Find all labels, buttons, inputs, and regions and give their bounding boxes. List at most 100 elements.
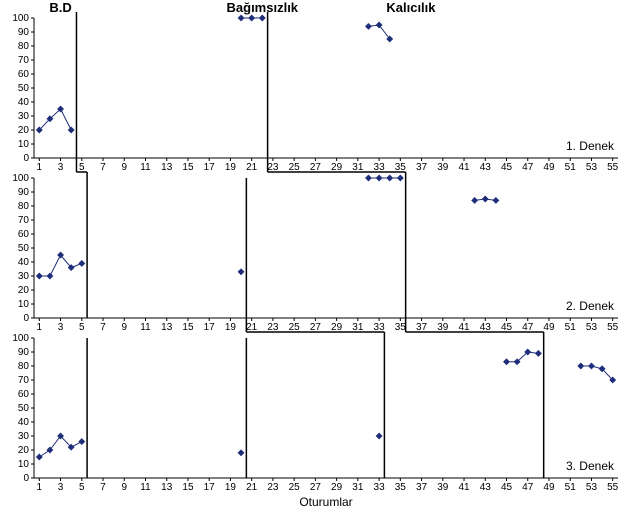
y-tick-label: 80	[18, 41, 30, 52]
phase-label-bd: B.D	[49, 0, 71, 15]
y-tick-label: 70	[18, 215, 30, 226]
x-tick-label: 49	[543, 162, 555, 173]
chart-svg: B.DBağımsızlıkKalıcılık01020304050607080…	[0, 0, 627, 522]
data-line	[581, 366, 613, 380]
data-marker	[36, 273, 42, 279]
x-tick-label: 11	[140, 322, 151, 333]
x-tick-label: 9	[121, 162, 127, 173]
panel-label: 2. Denek	[566, 299, 615, 313]
x-tick-label: 9	[121, 482, 127, 493]
y-tick-label: 0	[23, 473, 29, 484]
data-marker	[238, 15, 244, 21]
x-tick-label: 5	[79, 482, 85, 493]
x-tick-label: 17	[204, 322, 216, 333]
data-marker	[376, 433, 382, 439]
phase-label-independence: Bağımsızlık	[227, 0, 299, 15]
x-tick-label: 3	[58, 162, 64, 173]
x-axis-title: Oturumlar	[299, 495, 352, 509]
data-marker	[36, 454, 42, 460]
y-tick-label: 90	[18, 347, 30, 358]
data-marker	[376, 175, 382, 181]
x-tick-label: 51	[565, 322, 577, 333]
y-tick-label: 20	[18, 285, 30, 296]
data-marker	[493, 197, 499, 203]
y-tick-label: 60	[18, 69, 30, 80]
x-tick-label: 29	[331, 482, 343, 493]
data-marker	[238, 269, 244, 275]
y-tick-label: 60	[18, 229, 30, 240]
panel-label: 1. Denek	[566, 139, 615, 153]
x-tick-label: 13	[161, 162, 173, 173]
data-marker	[397, 175, 403, 181]
x-tick-label: 9	[121, 322, 127, 333]
x-tick-label: 35	[395, 322, 407, 333]
x-tick-label: 23	[267, 482, 279, 493]
x-tick-label: 3	[58, 482, 64, 493]
x-tick-label: 7	[100, 482, 106, 493]
y-tick-label: 50	[18, 243, 30, 254]
x-tick-label: 15	[182, 162, 194, 173]
data-marker	[365, 23, 371, 29]
x-tick-label: 49	[543, 322, 555, 333]
y-tick-label: 10	[18, 139, 30, 150]
x-tick-label: 39	[437, 162, 449, 173]
x-tick-label: 7	[100, 162, 106, 173]
x-tick-label: 41	[458, 162, 470, 173]
x-tick-label: 1	[37, 322, 43, 333]
y-tick-label: 30	[18, 431, 30, 442]
y-tick-label: 0	[23, 153, 29, 164]
x-tick-label: 41	[458, 482, 470, 493]
x-tick-label: 43	[480, 482, 492, 493]
x-tick-label: 7	[100, 322, 106, 333]
x-tick-label: 37	[416, 482, 428, 493]
y-tick-label: 20	[18, 445, 30, 456]
x-tick-label: 19	[225, 482, 237, 493]
y-tick-label: 100	[12, 333, 29, 344]
y-tick-label: 30	[18, 271, 30, 282]
x-tick-label: 55	[607, 162, 619, 173]
x-tick-label: 53	[586, 162, 598, 173]
x-tick-label: 15	[182, 482, 194, 493]
data-marker	[588, 363, 594, 369]
x-tick-label: 19	[225, 322, 237, 333]
data-marker	[79, 438, 85, 444]
x-tick-label: 37	[416, 162, 428, 173]
x-tick-label: 1	[37, 162, 43, 173]
x-tick-label: 49	[543, 482, 555, 493]
phase-label-permanence: Kalıcılık	[386, 0, 436, 15]
x-tick-label: 19	[225, 162, 237, 173]
y-tick-label: 70	[18, 375, 30, 386]
x-tick-label: 47	[522, 482, 534, 493]
y-tick-label: 20	[18, 125, 30, 136]
x-tick-label: 1	[37, 482, 43, 493]
x-tick-label: 21	[246, 162, 258, 173]
data-marker	[578, 363, 584, 369]
y-tick-label: 40	[18, 97, 30, 108]
data-marker	[535, 350, 541, 356]
data-marker	[482, 196, 488, 202]
x-tick-label: 45	[501, 482, 513, 493]
x-tick-label: 45	[501, 162, 513, 173]
y-tick-label: 40	[18, 417, 30, 428]
data-marker	[503, 359, 509, 365]
x-tick-label: 55	[607, 322, 619, 333]
y-tick-label: 90	[18, 187, 30, 198]
data-marker	[79, 260, 85, 266]
data-marker	[471, 197, 477, 203]
y-tick-label: 100	[12, 173, 29, 184]
x-tick-label: 33	[374, 482, 386, 493]
x-tick-label: 35	[395, 482, 407, 493]
data-marker	[68, 127, 74, 133]
x-tick-label: 17	[204, 162, 216, 173]
x-tick-label: 11	[140, 482, 151, 493]
x-tick-label: 47	[522, 162, 534, 173]
x-tick-label: 11	[140, 162, 151, 173]
x-tick-label: 43	[480, 162, 492, 173]
data-line	[507, 352, 539, 362]
y-tick-label: 30	[18, 111, 30, 122]
data-marker	[365, 175, 371, 181]
x-tick-label: 17	[204, 482, 216, 493]
x-tick-label: 51	[565, 162, 577, 173]
x-tick-label: 39	[437, 482, 449, 493]
data-marker	[238, 450, 244, 456]
